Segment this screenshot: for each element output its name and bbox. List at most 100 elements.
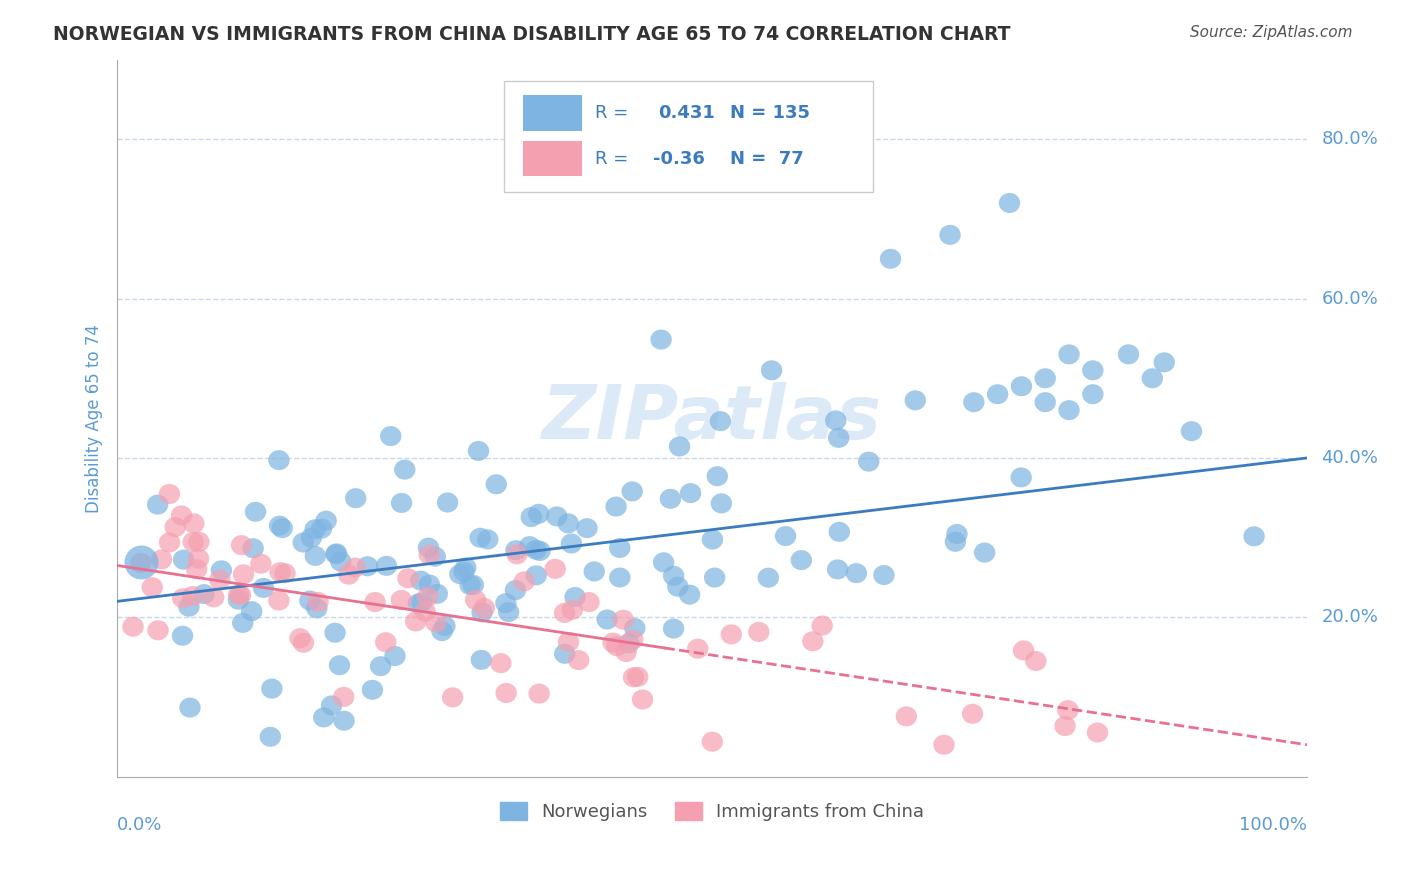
Ellipse shape	[827, 559, 848, 580]
Ellipse shape	[1054, 716, 1076, 736]
Ellipse shape	[460, 575, 481, 595]
Ellipse shape	[1243, 526, 1265, 547]
Ellipse shape	[308, 592, 329, 612]
Ellipse shape	[1142, 368, 1163, 388]
Text: R =: R =	[596, 103, 628, 121]
Ellipse shape	[301, 527, 322, 548]
Ellipse shape	[707, 467, 728, 486]
Ellipse shape	[529, 541, 551, 561]
Ellipse shape	[441, 688, 464, 707]
Ellipse shape	[828, 428, 849, 448]
Ellipse shape	[394, 459, 415, 480]
Ellipse shape	[934, 735, 955, 755]
Ellipse shape	[609, 538, 630, 558]
Text: 20.0%: 20.0%	[1322, 608, 1378, 626]
Text: 0.0%: 0.0%	[117, 816, 163, 834]
Text: 60.0%: 60.0%	[1322, 290, 1378, 308]
Ellipse shape	[468, 441, 489, 461]
Ellipse shape	[337, 565, 360, 584]
Ellipse shape	[456, 558, 477, 577]
Ellipse shape	[419, 574, 440, 595]
Ellipse shape	[173, 549, 194, 570]
Ellipse shape	[578, 592, 599, 612]
Ellipse shape	[974, 542, 995, 563]
Ellipse shape	[315, 510, 337, 531]
Ellipse shape	[1153, 352, 1175, 372]
Ellipse shape	[606, 497, 627, 516]
Ellipse shape	[253, 578, 274, 598]
Ellipse shape	[384, 646, 406, 666]
Ellipse shape	[325, 623, 346, 643]
Ellipse shape	[269, 450, 290, 470]
Ellipse shape	[232, 613, 253, 633]
Ellipse shape	[426, 583, 449, 604]
Ellipse shape	[453, 562, 475, 582]
Ellipse shape	[357, 557, 378, 576]
Ellipse shape	[688, 639, 709, 658]
Ellipse shape	[896, 706, 917, 726]
Ellipse shape	[321, 696, 342, 715]
Ellipse shape	[305, 546, 326, 566]
Text: NORWEGIAN VS IMMIGRANTS FROM CHINA DISABILITY AGE 65 TO 74 CORRELATION CHART: NORWEGIAN VS IMMIGRANTS FROM CHINA DISAB…	[53, 25, 1011, 44]
Ellipse shape	[211, 560, 232, 581]
Ellipse shape	[624, 618, 645, 638]
Ellipse shape	[704, 567, 725, 588]
FancyBboxPatch shape	[523, 141, 582, 177]
Ellipse shape	[418, 538, 439, 558]
Ellipse shape	[664, 566, 685, 586]
Ellipse shape	[311, 518, 332, 539]
Text: R =: R =	[596, 150, 628, 168]
Ellipse shape	[260, 727, 281, 747]
Ellipse shape	[415, 602, 436, 622]
Ellipse shape	[292, 632, 314, 653]
Ellipse shape	[299, 591, 321, 610]
Ellipse shape	[616, 642, 637, 662]
Ellipse shape	[775, 526, 796, 546]
Ellipse shape	[432, 621, 453, 641]
Ellipse shape	[314, 707, 335, 727]
FancyBboxPatch shape	[523, 95, 582, 130]
Ellipse shape	[269, 591, 290, 610]
Ellipse shape	[554, 603, 575, 623]
Ellipse shape	[828, 522, 851, 541]
Ellipse shape	[305, 519, 326, 540]
FancyBboxPatch shape	[503, 81, 873, 193]
Ellipse shape	[659, 489, 681, 508]
Ellipse shape	[425, 547, 446, 566]
Ellipse shape	[1181, 421, 1202, 442]
Ellipse shape	[274, 563, 295, 583]
Ellipse shape	[159, 533, 180, 552]
Ellipse shape	[963, 392, 984, 412]
Ellipse shape	[609, 567, 630, 588]
Ellipse shape	[1083, 360, 1104, 380]
Ellipse shape	[627, 667, 648, 687]
Ellipse shape	[159, 484, 180, 504]
Ellipse shape	[529, 683, 550, 704]
Ellipse shape	[554, 644, 575, 664]
Ellipse shape	[361, 680, 382, 700]
Legend: Norwegians, Immigrants from China: Norwegians, Immigrants from China	[492, 795, 932, 829]
Ellipse shape	[391, 493, 412, 513]
Ellipse shape	[495, 683, 517, 703]
Ellipse shape	[172, 589, 194, 608]
Ellipse shape	[596, 609, 617, 630]
Ellipse shape	[411, 571, 432, 591]
Ellipse shape	[344, 558, 366, 577]
Ellipse shape	[471, 602, 494, 623]
Ellipse shape	[702, 530, 723, 549]
Ellipse shape	[526, 566, 547, 585]
Ellipse shape	[1011, 376, 1032, 396]
Ellipse shape	[434, 616, 456, 636]
Ellipse shape	[621, 482, 643, 501]
Ellipse shape	[209, 570, 231, 590]
Ellipse shape	[681, 483, 702, 503]
Text: N =  77: N = 77	[730, 150, 804, 168]
Ellipse shape	[231, 535, 252, 555]
Ellipse shape	[172, 625, 193, 646]
Ellipse shape	[790, 550, 813, 570]
Ellipse shape	[333, 687, 354, 707]
Ellipse shape	[576, 518, 598, 538]
Ellipse shape	[1087, 723, 1108, 742]
Ellipse shape	[183, 514, 204, 533]
Ellipse shape	[325, 544, 347, 565]
